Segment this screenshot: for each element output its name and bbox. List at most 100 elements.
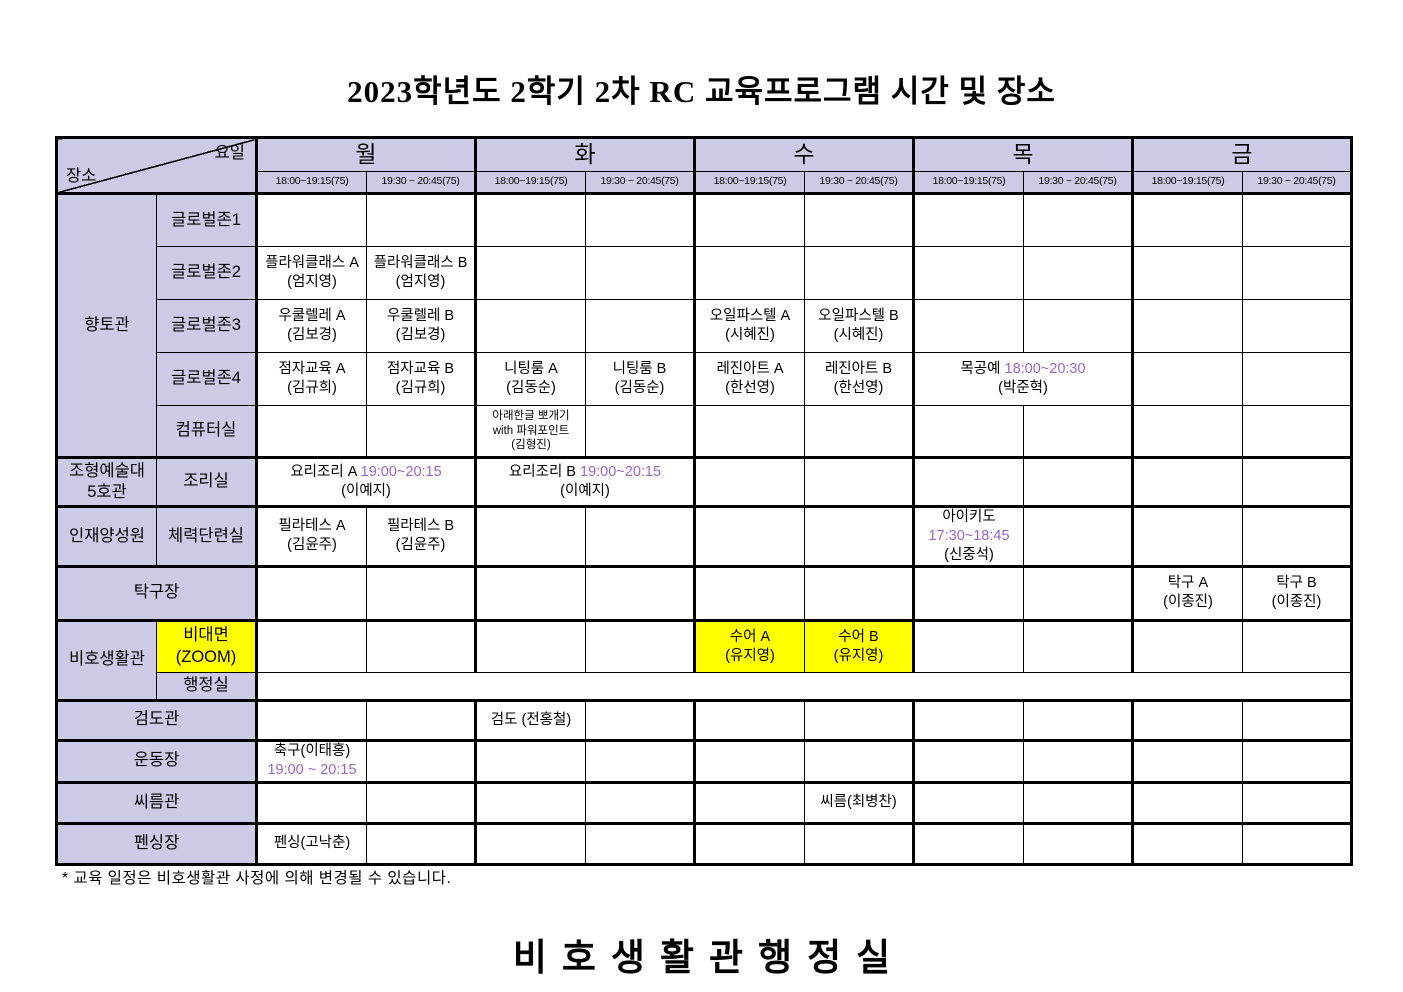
empty-cell bbox=[1023, 456, 1133, 507]
empty-cell bbox=[474, 505, 586, 567]
day-header-tue: 화 bbox=[474, 137, 695, 172]
empty-cell bbox=[912, 821, 1024, 865]
empty-cell bbox=[693, 564, 805, 621]
class-fencing: 펜싱(고낙춘) bbox=[255, 821, 367, 865]
empty-cell bbox=[1242, 246, 1352, 300]
class-pilates-a: 필라테스 A (김윤주) bbox=[255, 505, 367, 567]
empty-cell bbox=[1242, 456, 1352, 507]
class-resinart-b: 레진아트 B (한선영) bbox=[804, 352, 914, 406]
empty-cell bbox=[1023, 698, 1133, 741]
empty-cell bbox=[585, 738, 695, 783]
empty-cell bbox=[1023, 405, 1133, 458]
empty-cell bbox=[804, 698, 914, 741]
empty-cell bbox=[366, 780, 476, 824]
empty-cell bbox=[1023, 192, 1133, 247]
empty-cell bbox=[912, 192, 1024, 247]
empty-cell bbox=[585, 618, 695, 673]
empty-cell bbox=[366, 738, 476, 783]
room-online-zoom: 비대면 (ZOOM) bbox=[156, 618, 257, 673]
class-signlanguage-a: 수어 A (유지영) bbox=[693, 618, 805, 673]
empty-cell bbox=[585, 192, 695, 247]
page-title: 2023학년도 2학기 2차 RC 교육프로그램 시간 및 장소 bbox=[347, 74, 1056, 109]
empty-cell bbox=[912, 738, 1024, 783]
room-cooking: 조리실 bbox=[156, 456, 257, 507]
empty-cell bbox=[474, 192, 586, 247]
empty-cell bbox=[585, 505, 695, 567]
timetable: 요일 장소 월 화 수 목 금 18:00~19:15(75) 19:30 ~ 20:45(75… bbox=[55, 136, 1353, 866]
time-header-fri-2: 19:30 ~ 20:45(75) bbox=[1242, 171, 1352, 194]
class-braille-a: 점자교육 A (김규희) bbox=[255, 352, 367, 406]
empty-cell bbox=[585, 698, 695, 741]
empty-cell bbox=[912, 698, 1024, 741]
empty-cell bbox=[693, 821, 805, 865]
time-header-wed-1: 18:00~19:15(75) bbox=[693, 171, 805, 194]
empty-cell bbox=[474, 821, 586, 865]
empty-cell bbox=[474, 564, 586, 621]
time-header-thu-1: 18:00~19:15(75) bbox=[912, 171, 1024, 194]
empty-cell bbox=[366, 698, 476, 741]
empty-cell bbox=[474, 780, 586, 824]
empty-cell bbox=[804, 456, 914, 507]
class-flower-b: 플라워클래스 B (엄지영) bbox=[366, 246, 476, 300]
place-ssireum: 씨름관 bbox=[56, 780, 257, 824]
empty-cell bbox=[1023, 246, 1133, 300]
empty-cell bbox=[1023, 780, 1133, 824]
empty-cell bbox=[1023, 505, 1133, 567]
corner-cell: 요일 장소 bbox=[56, 137, 257, 194]
empty-cell bbox=[585, 299, 695, 353]
day-header-fri: 금 bbox=[1131, 137, 1352, 172]
empty-cell bbox=[804, 821, 914, 865]
empty-cell bbox=[1242, 780, 1352, 824]
empty-cell bbox=[693, 405, 805, 458]
empty-cell bbox=[1023, 299, 1133, 353]
class-ukulele-a: 우쿨렐레 A (김보경) bbox=[255, 299, 367, 353]
class-soccer: 축구(이태홍) 19:00 ~ 20:15 bbox=[255, 738, 367, 783]
time-header-thu-2: 19:30 ~ 20:45(75) bbox=[1023, 171, 1133, 194]
room-globalzone3: 글로벌존3 bbox=[156, 299, 257, 353]
empty-cell bbox=[1131, 405, 1243, 458]
empty-cell bbox=[912, 564, 1024, 621]
empty-cell bbox=[1242, 299, 1352, 353]
empty-cell bbox=[585, 780, 695, 824]
empty-cell bbox=[474, 738, 586, 783]
class-cooking-b: 요리조리 B 19:00~20:15 (이예지) bbox=[474, 456, 695, 507]
time-header-mon-1: 18:00~19:15(75) bbox=[255, 171, 367, 194]
empty-cell bbox=[1023, 738, 1133, 783]
building-talent-center: 인재양성원 bbox=[56, 505, 157, 567]
empty-cell bbox=[1242, 405, 1352, 458]
empty-cell bbox=[1242, 821, 1352, 865]
empty-cell bbox=[474, 299, 586, 353]
empty-cell bbox=[804, 564, 914, 621]
empty-cell bbox=[912, 299, 1024, 353]
class-cooking-a: 요리조리 A 19:00~20:15 (이예지) bbox=[255, 456, 476, 507]
day-header-mon: 월 bbox=[255, 137, 476, 172]
room-globalzone4: 글로벌존4 bbox=[156, 352, 257, 406]
place-kendo: 검도관 bbox=[56, 698, 257, 741]
empty-cell bbox=[366, 618, 476, 673]
day-header-wed: 수 bbox=[693, 137, 914, 172]
empty-cell bbox=[1023, 618, 1133, 673]
time-header-wed-2: 19:30 ~ 20:45(75) bbox=[804, 171, 914, 194]
empty-cell bbox=[1023, 564, 1133, 621]
empty-cell bbox=[1242, 698, 1352, 741]
corner-place-label: 장소 bbox=[66, 166, 97, 185]
class-aikido: 아이키도 17:30~18:45 (신중석) bbox=[912, 505, 1024, 567]
empty-cell bbox=[804, 738, 914, 783]
empty-cell bbox=[693, 505, 805, 567]
footnote: * 교육 일정은 비호생활관 사정에 의해 변경될 수 있습니다. bbox=[62, 870, 452, 887]
building-biho-dorm: 비호생활관 bbox=[56, 618, 157, 701]
class-knitting-b: 니팅룸 B (김동순) bbox=[585, 352, 695, 406]
empty-cell bbox=[585, 405, 695, 458]
class-oilpastel-a: 오일파스텔 A (시혜진) bbox=[693, 299, 805, 353]
empty-cell bbox=[912, 405, 1024, 458]
time-header-fri-1: 18:00~19:15(75) bbox=[1131, 171, 1243, 194]
empty-cell bbox=[693, 456, 805, 507]
empty-cell bbox=[1131, 505, 1243, 567]
empty-cell bbox=[1242, 505, 1352, 567]
building-art-hall5: 조형예술대 5호관 bbox=[56, 456, 157, 507]
empty-cell bbox=[255, 192, 367, 247]
empty-cell bbox=[366, 405, 476, 458]
class-ukulele-b: 우쿨렐레 B (김보경) bbox=[366, 299, 476, 353]
class-tabletennis-a: 탁구 A (이종진) bbox=[1131, 564, 1243, 621]
empty-cell bbox=[255, 780, 367, 824]
